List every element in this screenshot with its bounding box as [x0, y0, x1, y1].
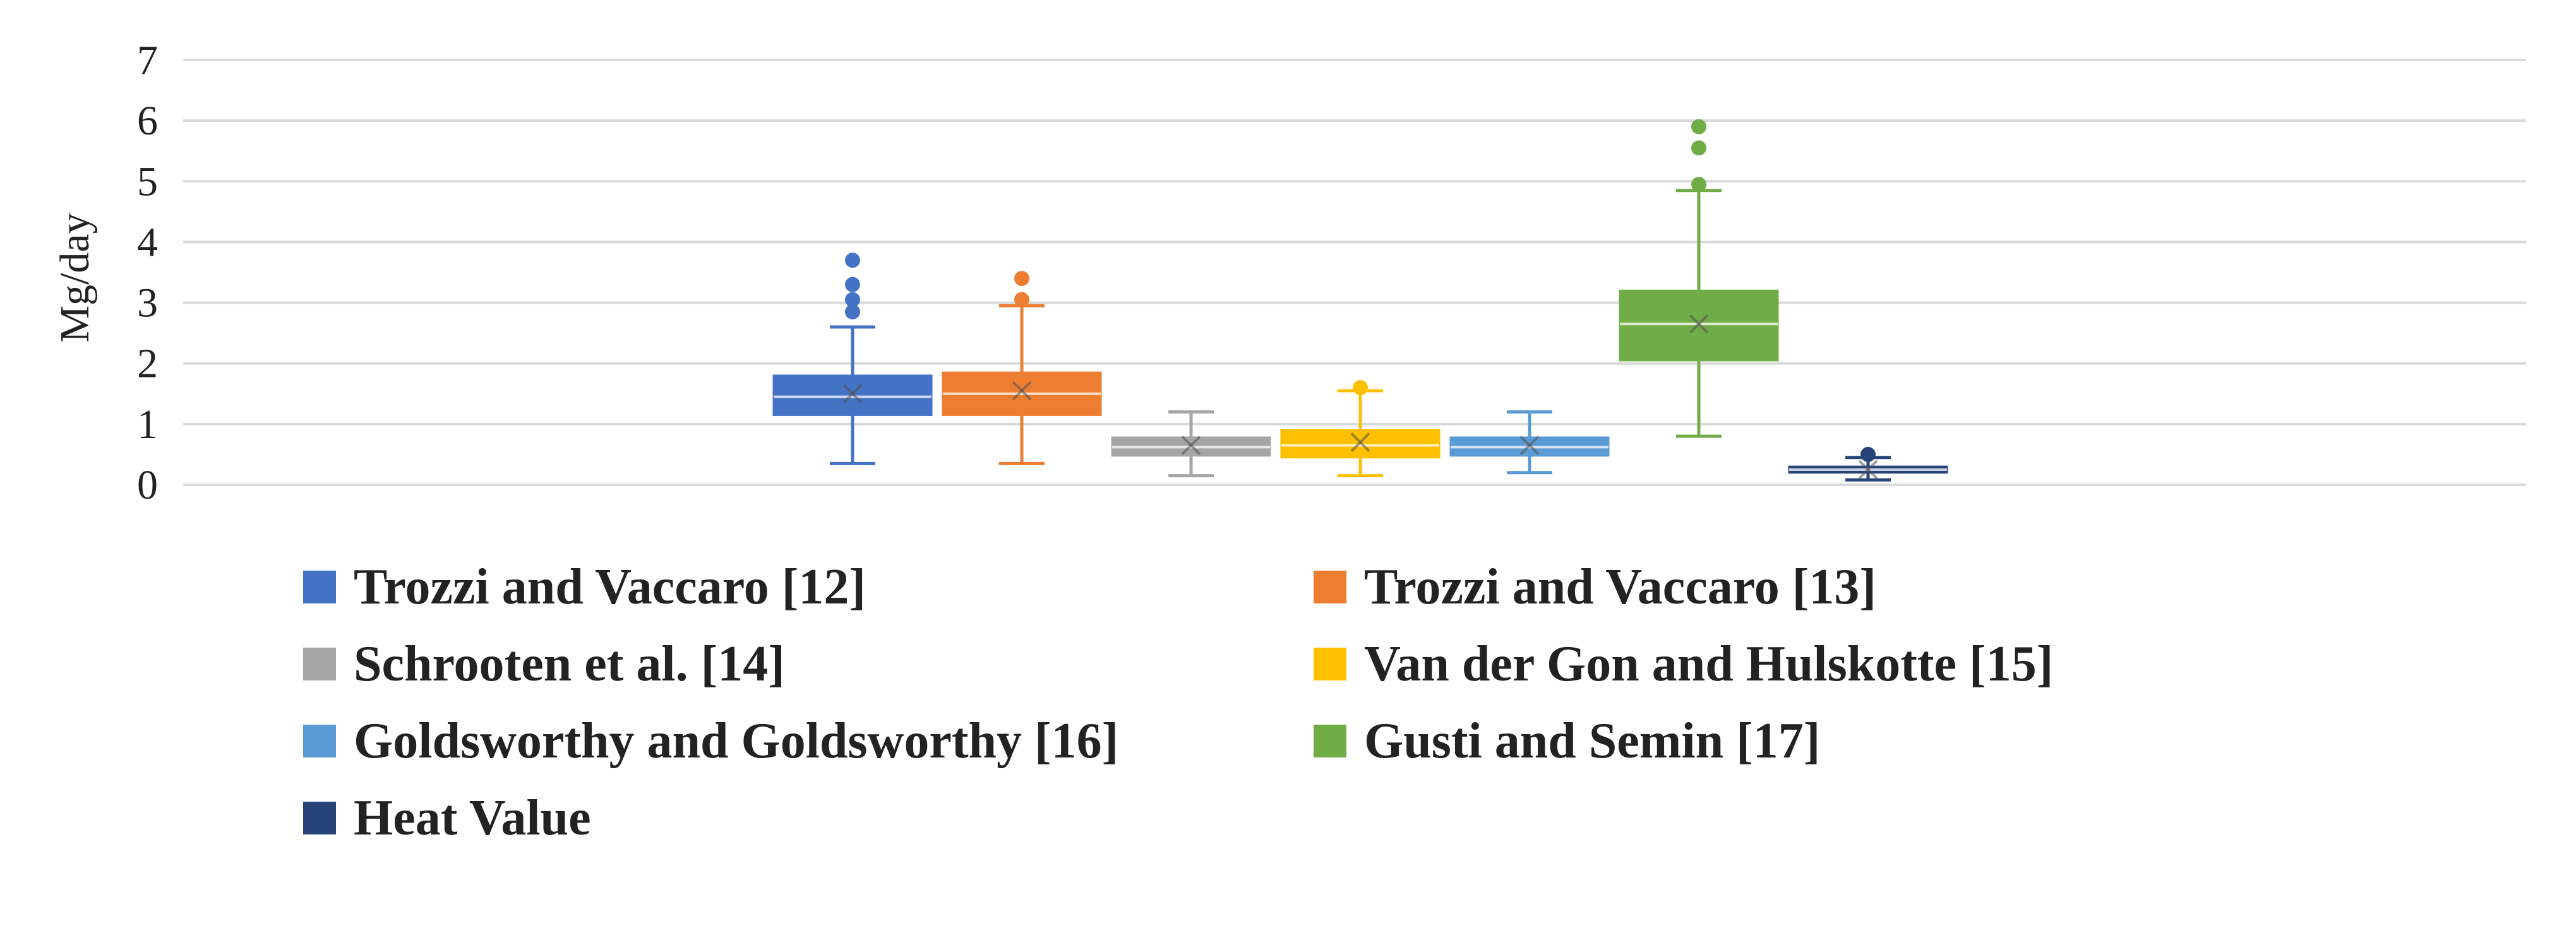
box-7	[1788, 446, 1948, 482]
y-tick-labels: 0 1 2 3 4 5 6 7	[137, 37, 158, 508]
mean-marker	[842, 384, 863, 404]
y-tick-label: 7	[137, 37, 158, 83]
mean-marker	[1181, 436, 1201, 455]
legend-item: Trozzi and Vaccaro [13]	[1314, 555, 2261, 619]
y-tick-label: 4	[137, 219, 158, 265]
legend-item: Goldsworthy and Goldsworthy [16]	[303, 709, 1314, 773]
outlier-point	[1691, 119, 1706, 134]
y-tick-label: 5	[137, 158, 158, 205]
legend-label: Schrooten et al. [14]	[354, 636, 785, 692]
outlier-point	[845, 276, 860, 292]
legend-item: Gusti and Semin [17]	[1314, 709, 2261, 773]
outlier-point	[1691, 140, 1706, 156]
legend-swatch	[1314, 725, 1346, 757]
outlier-point	[1014, 271, 1029, 287]
y-tick-label: 0	[137, 462, 158, 508]
legend-item: Schrooten et al. [14]	[303, 632, 1314, 696]
mean-marker	[1012, 381, 1032, 401]
legend-swatch	[1314, 571, 1346, 603]
legend-label: Van der Gon and Hulskotte [15]	[1364, 636, 2054, 692]
legend-swatch	[303, 571, 336, 603]
legend-label: Gusti and Semin [17]	[1364, 713, 1821, 769]
outlier-point	[1860, 446, 1876, 462]
gridlines	[183, 59, 2526, 486]
mean-marker	[1350, 432, 1370, 453]
y-tick-label: 1	[137, 401, 158, 448]
box-3	[1111, 410, 1271, 478]
legend-label: Goldsworthy and Goldsworthy [16]	[354, 713, 1119, 769]
legend-item: Heat Value	[303, 787, 1314, 850]
outlier-point	[1691, 177, 1706, 193]
y-tick-label: 3	[137, 280, 158, 326]
box-1	[772, 252, 933, 465]
legend-label: Heat Value	[354, 790, 591, 846]
mean-marker	[1519, 436, 1540, 455]
box-2	[942, 271, 1102, 465]
outlier-point	[845, 252, 860, 268]
legend-item: Van der Gon and Hulskotte [15]	[1314, 632, 2261, 696]
box-5	[1449, 410, 1610, 475]
box-4	[1280, 380, 1441, 478]
legend: Trozzi and Vaccaro [12] Trozzi and Vaccar…	[303, 555, 2261, 850]
mean-marker	[1858, 460, 1878, 480]
legend-item: Trozzi and Vaccaro [12]	[303, 555, 1314, 619]
legend-label: Trozzi and Vaccaro [13]	[1364, 559, 1877, 615]
outlier-point	[845, 292, 860, 307]
outlier-point	[1014, 292, 1029, 307]
legend-swatch	[303, 648, 336, 680]
box-6	[1619, 119, 1779, 438]
legend-label: Trozzi and Vaccaro [12]	[354, 559, 866, 615]
y-axis-label: Mg/day	[52, 213, 98, 342]
mean-marker	[1689, 314, 1709, 334]
outlier-point	[1353, 380, 1368, 396]
legend-swatch	[303, 802, 336, 834]
legend-swatch	[1314, 648, 1346, 680]
outlier-point	[845, 304, 860, 319]
y-tick-label: 2	[137, 341, 158, 387]
legend-swatch	[303, 725, 336, 757]
box-series	[772, 119, 1948, 482]
y-tick-label: 6	[137, 98, 158, 144]
